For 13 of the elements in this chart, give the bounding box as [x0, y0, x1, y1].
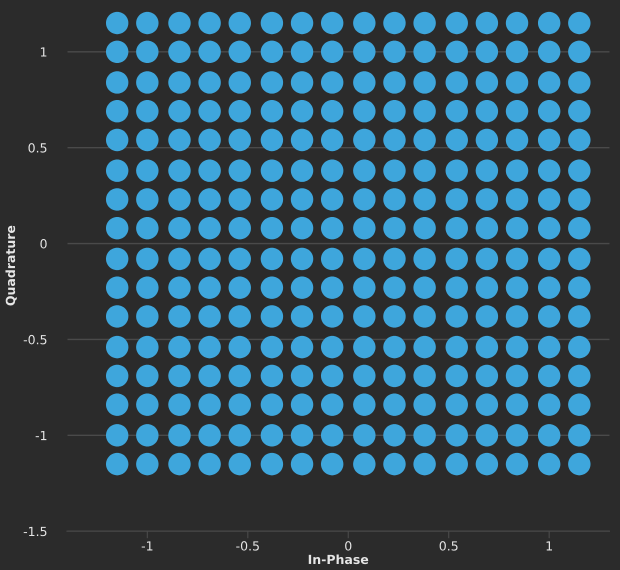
y-tick-label: -1: [36, 430, 46, 440]
y-tick-label: 0: [40, 239, 47, 248]
y-tick-label: -0.5: [24, 334, 46, 344]
x-tick-label: 0.5: [440, 541, 458, 551]
y-tick-label: 1: [40, 47, 46, 57]
y-tick-label: 0.5: [28, 143, 46, 153]
x-tick-label: -0.5: [236, 541, 259, 551]
y-axis-title: Quadrature: [5, 226, 17, 306]
y-tick-label: -1.5: [24, 526, 46, 536]
x-tick-label: 0: [345, 541, 352, 551]
x-axis-title: In-Phase: [308, 554, 368, 564]
x-tick-label: 1: [546, 541, 552, 550]
x-tick-label: -1: [142, 541, 152, 550]
